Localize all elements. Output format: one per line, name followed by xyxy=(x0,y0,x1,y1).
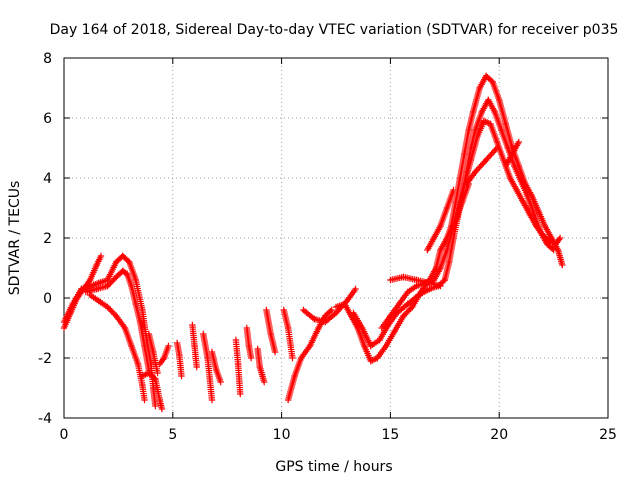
y-tick-label-2: 2 xyxy=(43,231,52,247)
data-point xyxy=(437,282,444,290)
y-axis-label: SDTVAR / TECUs xyxy=(7,181,23,296)
plot-frame xyxy=(63,57,609,419)
data-point xyxy=(97,252,105,260)
data-point xyxy=(141,396,148,404)
data-point xyxy=(549,245,556,252)
data-point xyxy=(515,138,522,146)
x-tick-label-20: 20 xyxy=(490,427,508,443)
sdtvar-series xyxy=(60,72,566,413)
data-point xyxy=(85,278,93,285)
x-tick-label-10: 10 xyxy=(273,427,291,443)
y-tick-label-neg4: -4 xyxy=(38,411,52,427)
data-point xyxy=(289,354,296,362)
data-point xyxy=(111,311,118,318)
data-point xyxy=(493,144,501,152)
data-point xyxy=(556,234,564,242)
data-point xyxy=(158,405,166,413)
data-point xyxy=(150,374,158,381)
data-point xyxy=(400,312,407,320)
axis-ticks xyxy=(63,57,609,419)
data-point xyxy=(178,372,185,380)
y-tick-label-4: 4 xyxy=(43,171,52,187)
data-point xyxy=(465,180,472,188)
y-tick-label-6: 6 xyxy=(43,111,52,127)
data-point xyxy=(105,281,113,288)
data-point xyxy=(550,246,557,254)
y-tick-label-0: 0 xyxy=(43,291,52,307)
y-tick-label-8: 8 xyxy=(43,51,52,67)
data-point xyxy=(401,311,409,318)
data-point xyxy=(555,236,563,243)
data-point xyxy=(110,276,117,284)
x-tick-label-0: 0 xyxy=(60,427,69,443)
x-tick-labels: 0 5 10 15 20 25 xyxy=(60,427,617,443)
data-point xyxy=(450,186,457,194)
data-point xyxy=(104,303,111,311)
data-point xyxy=(247,354,255,362)
data-point xyxy=(406,306,413,314)
data-point xyxy=(105,305,113,312)
data-point xyxy=(352,285,359,293)
data-point xyxy=(159,356,167,363)
data-point xyxy=(237,390,244,398)
data-point xyxy=(110,309,117,317)
data-point xyxy=(107,306,114,314)
data-point xyxy=(404,308,412,315)
data-point xyxy=(108,308,116,315)
data-point xyxy=(559,261,566,269)
data-point xyxy=(152,402,159,410)
x-tick-label-5: 5 xyxy=(168,427,177,443)
chart-title: Day 164 of 2018, Sidereal Day-to-day VTE… xyxy=(50,22,619,38)
data-point xyxy=(328,306,335,314)
x-tick-label-25: 25 xyxy=(599,427,617,443)
data-point xyxy=(104,282,111,290)
data-point xyxy=(165,342,172,350)
data-point xyxy=(193,363,200,371)
data-point xyxy=(108,278,116,285)
y-tick-label-neg2: -2 xyxy=(38,351,52,367)
data-point xyxy=(107,279,114,287)
x-axis-label: GPS time / hours xyxy=(275,459,392,475)
data-point xyxy=(407,305,414,312)
data-point xyxy=(403,309,410,317)
data-point xyxy=(492,146,499,153)
x-tick-label-15: 15 xyxy=(381,427,399,443)
data-point xyxy=(327,308,334,315)
data-point xyxy=(260,378,268,386)
data-point xyxy=(217,378,224,386)
y-tick-labels: -4 -2 0 2 4 6 8 xyxy=(38,51,52,427)
data-point xyxy=(271,348,279,356)
data-point xyxy=(154,369,161,377)
data-point xyxy=(208,396,216,404)
